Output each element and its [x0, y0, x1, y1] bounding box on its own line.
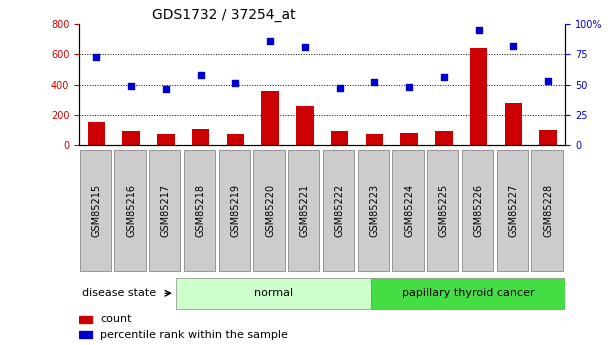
Text: GSM85219: GSM85219: [230, 184, 240, 237]
Bar: [296, 106, 314, 145]
Bar: [435, 130, 452, 145]
Point: [474, 28, 483, 33]
Bar: [227, 134, 244, 145]
Point: [370, 79, 379, 85]
Bar: [261, 91, 279, 145]
Point: [92, 54, 102, 59]
Text: GSM85224: GSM85224: [404, 184, 414, 237]
FancyBboxPatch shape: [392, 150, 424, 271]
Bar: [505, 103, 522, 145]
FancyBboxPatch shape: [288, 150, 319, 271]
Point: [404, 84, 414, 90]
Text: percentile rank within the sample: percentile rank within the sample: [100, 330, 288, 339]
FancyBboxPatch shape: [176, 278, 371, 309]
FancyBboxPatch shape: [254, 150, 285, 271]
Text: papillary thyroid cancer: papillary thyroid cancer: [402, 288, 534, 298]
Bar: [401, 133, 418, 145]
FancyBboxPatch shape: [427, 150, 458, 271]
Text: GSM85220: GSM85220: [265, 184, 275, 237]
FancyBboxPatch shape: [80, 150, 111, 271]
Text: normal: normal: [254, 288, 293, 298]
Point: [196, 72, 206, 78]
Point: [161, 87, 171, 92]
FancyBboxPatch shape: [358, 150, 389, 271]
Text: GSM85222: GSM85222: [334, 184, 345, 237]
Text: GSM85218: GSM85218: [196, 184, 206, 237]
FancyBboxPatch shape: [371, 278, 565, 309]
Text: GSM85217: GSM85217: [161, 184, 171, 237]
FancyBboxPatch shape: [323, 150, 354, 271]
Point: [439, 75, 449, 80]
Text: GSM85228: GSM85228: [543, 184, 553, 237]
Text: GSM85223: GSM85223: [369, 184, 379, 237]
Point: [300, 44, 309, 50]
FancyBboxPatch shape: [149, 150, 181, 271]
Bar: [79, 331, 92, 338]
Bar: [470, 48, 487, 145]
Bar: [79, 316, 92, 323]
Bar: [88, 122, 105, 145]
Text: GSM85226: GSM85226: [474, 184, 483, 237]
FancyBboxPatch shape: [462, 150, 493, 271]
Text: disease state: disease state: [82, 288, 156, 298]
FancyBboxPatch shape: [184, 150, 215, 271]
Point: [230, 80, 240, 86]
Point: [543, 78, 553, 83]
Bar: [192, 129, 209, 145]
Text: GDS1732 / 37254_at: GDS1732 / 37254_at: [152, 8, 295, 22]
FancyBboxPatch shape: [531, 150, 562, 271]
Text: GSM85221: GSM85221: [300, 184, 310, 237]
Text: GSM85215: GSM85215: [91, 184, 102, 237]
Bar: [122, 131, 140, 145]
Bar: [365, 134, 383, 145]
Point: [126, 83, 136, 89]
FancyBboxPatch shape: [219, 150, 250, 271]
Point: [508, 43, 518, 49]
Text: GSM85216: GSM85216: [126, 184, 136, 237]
Text: GSM85225: GSM85225: [439, 184, 449, 237]
Text: GSM85227: GSM85227: [508, 184, 519, 237]
Bar: [331, 131, 348, 145]
Bar: [157, 134, 174, 145]
Bar: [539, 130, 557, 145]
Point: [265, 38, 275, 44]
Text: count: count: [100, 314, 132, 324]
FancyBboxPatch shape: [497, 150, 528, 271]
Point: [335, 85, 345, 91]
FancyBboxPatch shape: [114, 150, 146, 271]
